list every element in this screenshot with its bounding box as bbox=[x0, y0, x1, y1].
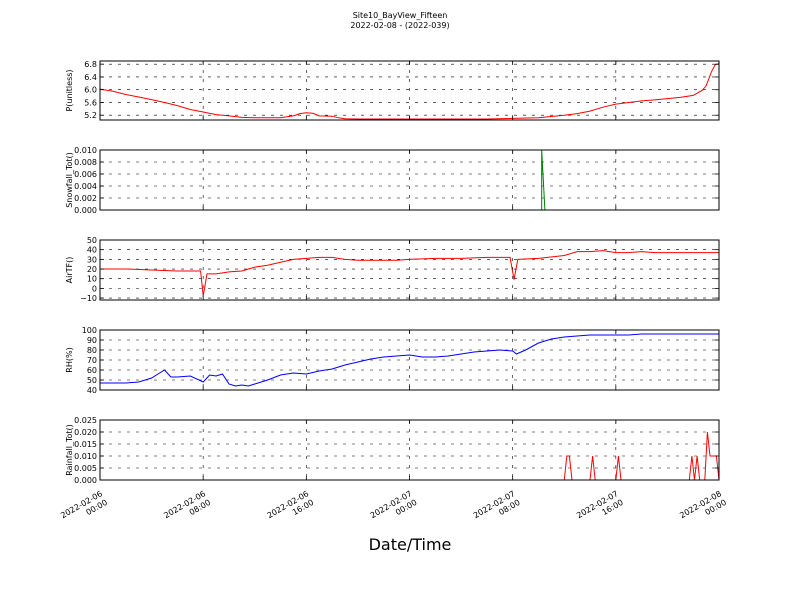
chart-title: Site10_BayView_Fifteen bbox=[352, 11, 448, 20]
y-tick-label: 10 bbox=[87, 275, 97, 284]
y-tick-label: 70 bbox=[87, 356, 97, 365]
y-tick-label: −10 bbox=[80, 294, 97, 303]
y-axis-label: P(unitless) bbox=[65, 69, 74, 111]
y-axis-label: Snowfall_Tot() bbox=[65, 152, 74, 208]
y-tick-label: 50 bbox=[87, 376, 97, 385]
y-tick-label: 0 bbox=[92, 284, 97, 293]
x-axis-label: Date/Time bbox=[369, 535, 452, 554]
series-line-3 bbox=[100, 250, 719, 297]
y-axis-label: AirTF() bbox=[65, 257, 74, 284]
chart-subtitle: 2022-02-08 - (2022-039) bbox=[350, 21, 450, 30]
y-tick-label: 80 bbox=[87, 346, 97, 355]
y-tick-label: 90 bbox=[87, 336, 97, 345]
y-tick-label: 0.025 bbox=[74, 416, 97, 425]
y-tick-label: 0.005 bbox=[74, 464, 97, 473]
y-tick-label: 0.004 bbox=[74, 182, 97, 191]
y-tick-label: 0.010 bbox=[74, 452, 97, 461]
y-tick-label: 6.4 bbox=[84, 73, 97, 82]
y-tick-label: 6.8 bbox=[84, 60, 97, 69]
y-tick-label: 0.020 bbox=[74, 428, 97, 437]
y-tick-label: 0.008 bbox=[74, 158, 97, 167]
y-tick-label: 6.0 bbox=[84, 86, 97, 95]
y-tick-label: 50 bbox=[87, 236, 97, 245]
y-tick-label: 30 bbox=[87, 255, 97, 264]
y-tick-label: 0.015 bbox=[74, 440, 97, 449]
y-tick-label: 40 bbox=[87, 246, 97, 255]
y-tick-label: 0.006 bbox=[74, 170, 97, 179]
y-tick-label: 100 bbox=[82, 326, 97, 335]
y-axis-label: Rainfall_Tot() bbox=[65, 424, 74, 476]
y-tick-label: 0.000 bbox=[74, 206, 97, 215]
y-axis-label: RH(%) bbox=[65, 347, 74, 372]
y-tick-label: 40 bbox=[87, 386, 97, 395]
y-tick-label: 5.6 bbox=[84, 98, 97, 107]
series-line-1 bbox=[99, 63, 720, 120]
series-line-4 bbox=[100, 333, 719, 387]
y-tick-label: 0.000 bbox=[74, 476, 97, 485]
y-tick-label: 0.010 bbox=[74, 146, 97, 155]
y-tick-label: 5.2 bbox=[84, 111, 97, 120]
y-tick-label: 20 bbox=[87, 265, 97, 274]
y-tick-label: 60 bbox=[87, 366, 97, 375]
y-tick-label: 0.002 bbox=[74, 194, 97, 203]
